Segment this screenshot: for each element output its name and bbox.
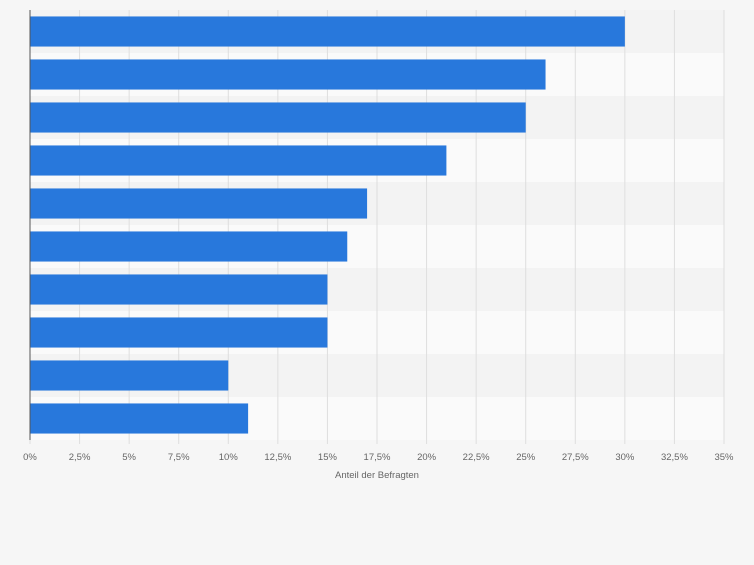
x-axis-label: Anteil der Befragten: [335, 470, 419, 481]
x-tick-label: 0%: [23, 452, 37, 463]
bar: [30, 360, 229, 391]
bar: [30, 16, 625, 47]
x-tick-label: 12,5%: [264, 452, 291, 463]
x-tick-label: 35%: [714, 452, 734, 463]
x-tick-label: 2,5%: [69, 452, 91, 463]
bar: [30, 231, 348, 262]
bar: [30, 274, 328, 305]
x-tick-label: 17,5%: [364, 452, 391, 463]
bar: [30, 102, 526, 133]
x-tick-label: 22,5%: [463, 452, 490, 463]
x-tick-label: 7,5%: [168, 452, 190, 463]
x-tick-label: 15%: [318, 452, 338, 463]
x-tick-label: 20%: [417, 452, 437, 463]
bar: [30, 145, 447, 176]
bar: [30, 188, 368, 219]
bar: [30, 317, 328, 348]
bar: [30, 59, 546, 90]
x-tick-label: 27,5%: [562, 452, 589, 463]
tick-labels: 0% 2,5% 5% 7,5% 10% 12,5% 15% 17,5% 20% 22,5% 25% 2…: [23, 440, 734, 463]
x-tick-label: 10%: [219, 452, 239, 463]
x-tick-label: 25%: [516, 452, 536, 463]
bar: [30, 403, 249, 434]
x-tick-label: 32,5%: [661, 452, 688, 463]
x-tick-label: 30%: [615, 452, 635, 463]
bars: [30, 16, 625, 434]
x-tick-label: 5%: [122, 452, 136, 463]
